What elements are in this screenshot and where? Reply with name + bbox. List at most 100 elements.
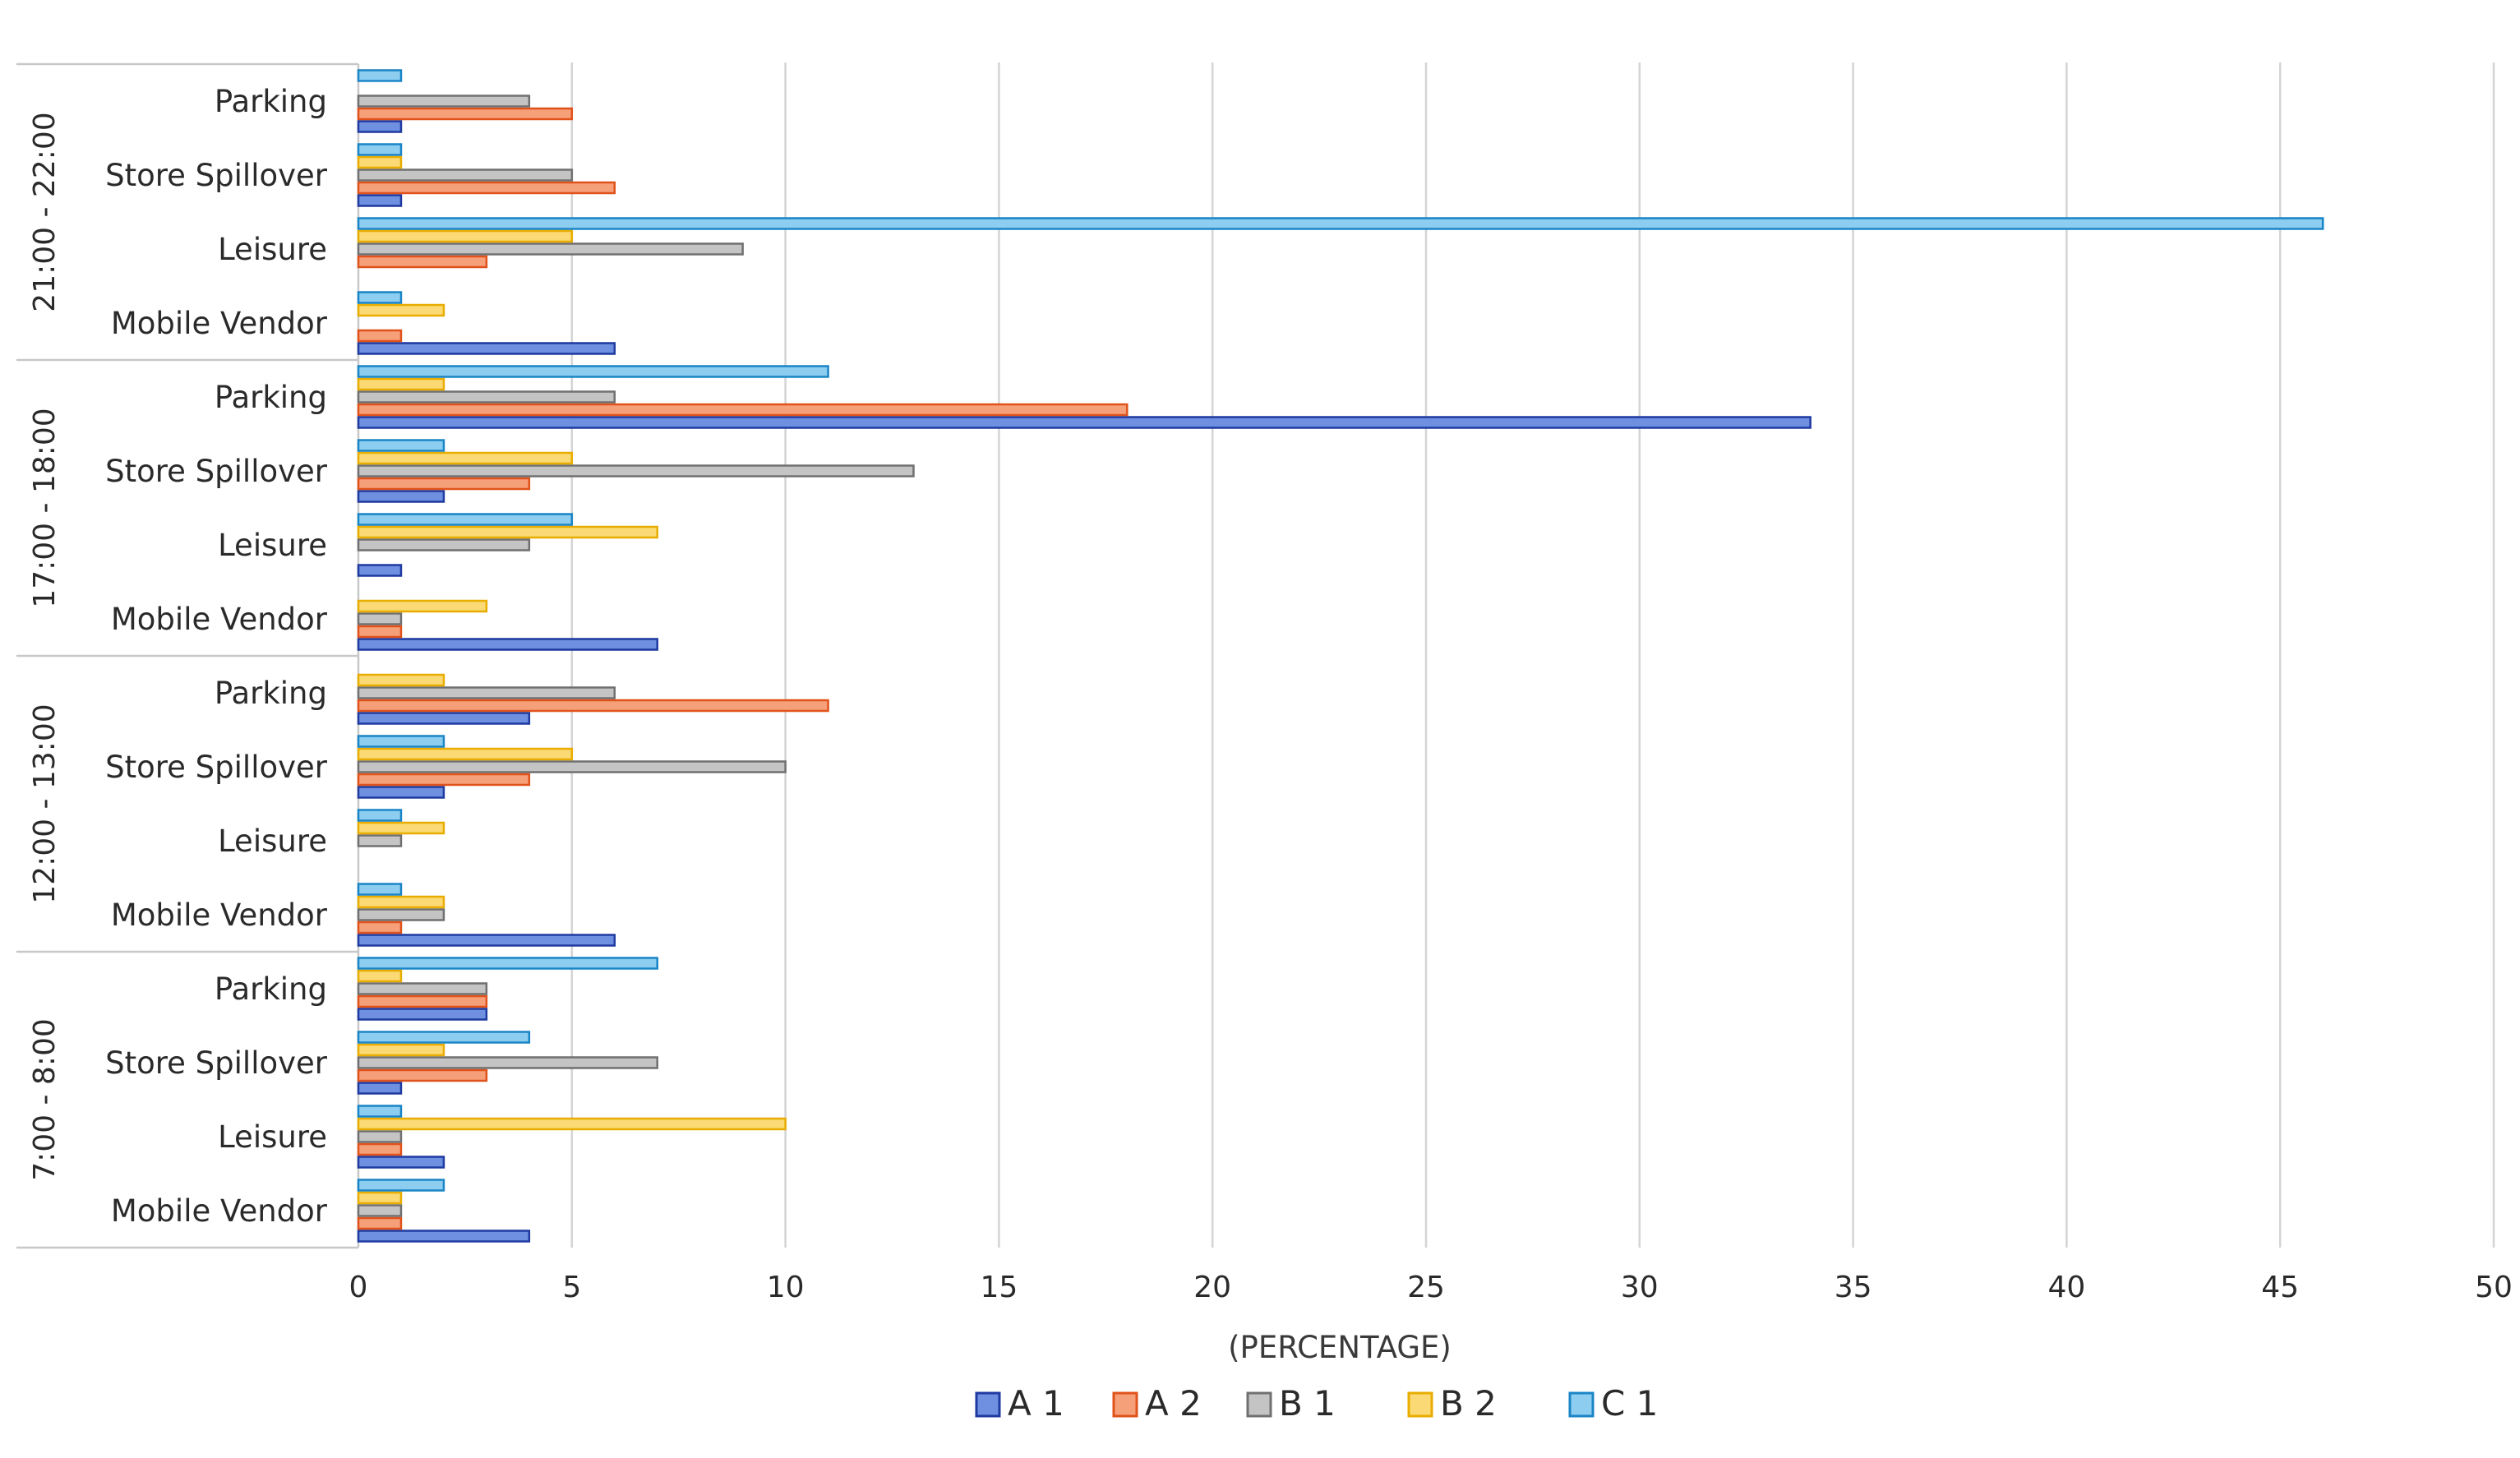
bar-b1: [357, 1130, 403, 1143]
bar-b1: [357, 390, 616, 404]
legend-swatch-b2: [1407, 1391, 1433, 1418]
x-tick-label: 25: [1407, 1271, 1445, 1304]
bar-c1: [357, 143, 403, 156]
x-tick-label: 45: [2261, 1271, 2299, 1304]
category-label: Mobile Vendor: [111, 897, 328, 933]
bar-b1: [357, 538, 531, 551]
bar-b1: [357, 168, 574, 182]
bar-a2: [357, 699, 829, 713]
group-labels: 21:00 - 22:00 17:00 - 18:00 12:00 - 13:00 7…: [28, 112, 62, 1180]
category-label: Mobile Vendor: [111, 306, 328, 341]
x-tick-label: 15: [980, 1271, 1018, 1304]
bar-c1: [357, 1179, 445, 1192]
category-label: Store Spillover: [105, 158, 328, 193]
group-label: 7:00 - 8:00: [28, 1018, 62, 1181]
bar-a1: [357, 638, 658, 651]
x-tick-label: 10: [767, 1271, 805, 1304]
bar-b2: [357, 451, 574, 465]
legend-label: A 2: [1145, 1383, 1202, 1423]
group-label: 12:00 - 13:00: [28, 704, 62, 903]
bar-b1: [357, 1056, 658, 1069]
legend-swatch-a1: [975, 1391, 1001, 1418]
bar-c1: [357, 1031, 531, 1044]
bar-b1: [357, 1204, 403, 1217]
category-label: Leisure: [218, 528, 327, 563]
bar-b2: [357, 303, 445, 317]
bar-a1: [357, 712, 531, 725]
bar-b2: [357, 673, 445, 687]
bar-b1: [357, 612, 403, 625]
category-label: Store Spillover: [105, 750, 328, 785]
bar-b2: [357, 229, 574, 243]
bar-b2: [357, 747, 574, 761]
bar-c1: [357, 735, 445, 748]
bar-b2: [357, 1043, 445, 1057]
bar-a1: [357, 490, 445, 503]
category-label: Store Spillover: [105, 454, 328, 489]
bar-a2: [357, 255, 488, 269]
bar-a1: [357, 1230, 531, 1243]
bar-b1: [357, 760, 787, 773]
bar-c1: [357, 291, 403, 304]
bars: [357, 69, 2324, 1243]
bar-a1: [357, 1082, 403, 1095]
bar-a2: [357, 994, 488, 1008]
bar-b1: [357, 834, 403, 847]
bar-b1: [357, 908, 445, 921]
bar-b1: [357, 686, 616, 699]
bar-a1: [357, 194, 403, 207]
bar-c1: [357, 69, 403, 82]
x-tick-label: 40: [2047, 1271, 2085, 1304]
bar-a2: [357, 181, 616, 195]
bar-b2: [357, 821, 445, 835]
x-axis-label: (PERCENTAGE): [1228, 1330, 1452, 1365]
category-label: Mobile Vendor: [111, 1193, 328, 1229]
bar-c1: [357, 439, 445, 452]
category-label: Mobile Vendor: [111, 602, 328, 637]
group-label: 21:00 - 22:00: [28, 112, 62, 311]
bar-b2: [357, 1191, 403, 1205]
bar-c1: [357, 957, 658, 970]
bar-b1: [357, 242, 744, 256]
bar-b1: [357, 464, 915, 478]
bar-c1: [357, 1105, 403, 1118]
bar-b2: [357, 1117, 787, 1131]
bar-c1: [357, 217, 2324, 230]
legend-label: A 1: [1008, 1383, 1064, 1423]
category-label: Leisure: [218, 232, 327, 267]
bar-a1: [357, 786, 445, 799]
x-tick-labels: 0 5 10 15 20 25 30 35 40 45 50: [349, 1271, 2513, 1304]
bar-a2: [357, 920, 403, 934]
bar-a1: [357, 416, 1812, 429]
bar-c1: [357, 365, 829, 378]
legend-label: B 1: [1279, 1383, 1336, 1423]
legend-swatch-a2: [1112, 1391, 1138, 1418]
category-label: Parking: [215, 971, 327, 1007]
legend-swatch-b1: [1246, 1391, 1272, 1418]
bar-b2: [357, 155, 403, 169]
bar-a2: [357, 625, 403, 639]
bar-a2: [357, 1216, 403, 1230]
bar-b2: [357, 969, 403, 983]
gridlines: [570, 62, 2495, 1248]
category-label: Leisure: [218, 1119, 327, 1155]
group-label: 17:00 - 18:00: [28, 408, 62, 607]
legend-label: B 2: [1440, 1383, 1497, 1423]
category-labels: Parking Store Spillover Leisure Mobile Vend…: [105, 84, 328, 1229]
bar-a1: [357, 564, 403, 577]
legend-swatch-c1: [1568, 1391, 1595, 1418]
category-label: Parking: [215, 380, 327, 415]
x-tick-label: 20: [1193, 1271, 1231, 1304]
category-label: Parking: [215, 676, 327, 711]
bar-a1: [357, 120, 403, 133]
x-tick-label: 35: [1835, 1271, 1872, 1304]
bar-a1: [357, 342, 616, 355]
x-tick-label: 0: [349, 1271, 368, 1304]
bar-b1: [357, 95, 531, 108]
category-label: Parking: [215, 84, 327, 119]
bar-a1: [357, 934, 616, 947]
legend-label: C 1: [1601, 1383, 1658, 1423]
bar-a2: [357, 403, 1128, 417]
bar-c1: [357, 809, 403, 822]
